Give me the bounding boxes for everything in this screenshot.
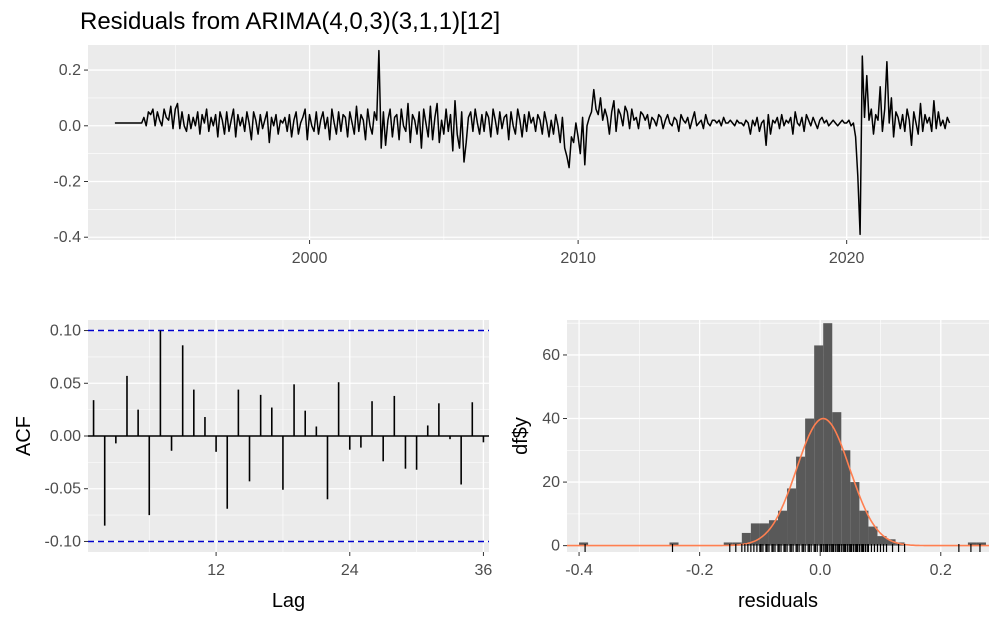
histogram-bar bbox=[868, 526, 878, 546]
histogram-bar bbox=[877, 536, 887, 546]
histogram-bar bbox=[832, 412, 842, 546]
histogram-bar bbox=[976, 542, 986, 546]
residual-panel bbox=[88, 45, 989, 240]
density-curve bbox=[567, 417, 989, 547]
histogram-bar bbox=[805, 418, 815, 546]
histogram-bar bbox=[787, 488, 797, 546]
residual-panel-background bbox=[88, 45, 989, 240]
y-tick-label: 0.2 bbox=[59, 62, 81, 79]
histogram-bar bbox=[814, 345, 824, 546]
histogram-bar bbox=[778, 510, 788, 546]
chart-title: Residuals from ARIMA(4,0,3)(3,1,1)[12] bbox=[80, 8, 501, 35]
y-tick-label: -0.4 bbox=[53, 229, 81, 246]
y-tick-label: 40 bbox=[542, 411, 560, 428]
histogram-bar bbox=[823, 323, 833, 546]
x-tick-label: -0.2 bbox=[686, 562, 714, 579]
histogram-bar bbox=[732, 542, 742, 546]
histogram-bar bbox=[669, 542, 679, 546]
x-tick-label: 2020 bbox=[829, 250, 865, 267]
y-tick-label: -0.2 bbox=[53, 174, 81, 191]
x-tick-label: 12 bbox=[207, 562, 225, 579]
y-tick-label: 0.05 bbox=[50, 375, 81, 392]
histogram-bar bbox=[886, 539, 896, 546]
x-axis-title: residuals bbox=[738, 590, 818, 612]
residual-line bbox=[114, 49, 951, 236]
y-tick-label: 0 bbox=[551, 538, 560, 555]
y-tick-label: -0.10 bbox=[45, 533, 82, 550]
x-tick-label: 0.0 bbox=[809, 562, 831, 579]
y-tick-label: 0.0 bbox=[59, 118, 81, 135]
y-tick-label: 20 bbox=[542, 474, 560, 491]
histogram-bar bbox=[750, 523, 760, 546]
histogram-bar bbox=[841, 450, 851, 546]
histogram-bar bbox=[723, 542, 733, 546]
histogram-bar bbox=[859, 510, 869, 546]
histogram-bar bbox=[768, 520, 778, 546]
y-axis-title: df$y bbox=[510, 417, 532, 455]
histogram-bar bbox=[741, 532, 751, 546]
x-tick-label: -0.4 bbox=[565, 562, 593, 579]
x-axis-title: Lag bbox=[272, 590, 305, 612]
x-tick-label: 36 bbox=[475, 562, 493, 579]
histogram-bar bbox=[579, 542, 589, 546]
x-tick-label: 0.2 bbox=[930, 562, 952, 579]
histogram-bar bbox=[967, 542, 977, 546]
y-tick-label: 0.10 bbox=[50, 323, 81, 340]
y-tick-label: -0.05 bbox=[45, 481, 82, 498]
x-tick-label: 2010 bbox=[560, 250, 596, 267]
y-tick-label: 0.00 bbox=[50, 428, 81, 445]
y-tick-label: 60 bbox=[542, 347, 560, 364]
y-axis-title: ACF bbox=[13, 416, 35, 456]
histogram-bar bbox=[796, 456, 806, 546]
histogram-bar bbox=[850, 482, 860, 546]
x-tick-label: 2000 bbox=[292, 250, 328, 267]
x-tick-label: 24 bbox=[341, 562, 359, 579]
